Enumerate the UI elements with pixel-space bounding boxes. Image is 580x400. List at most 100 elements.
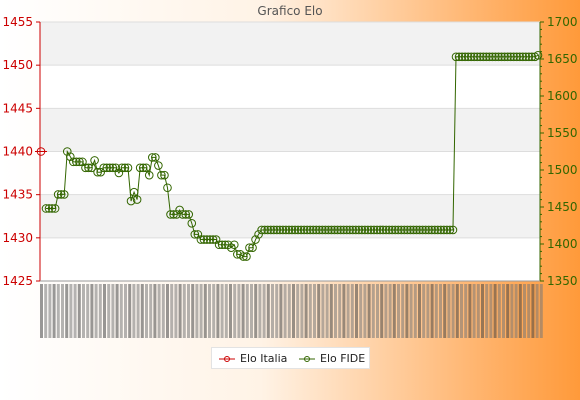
x-axis-tick-label: [460, 284, 463, 338]
data-point-elo-fide: [445, 225, 455, 235]
x-axis-tick-label: [468, 284, 472, 338]
data-point-elo-fide: [266, 225, 276, 235]
data-point-elo-fide: [327, 225, 336, 235]
data-point-elo-fide: [442, 225, 452, 235]
x-axis-tick-label: [233, 284, 237, 338]
x-axis-tick-label: [212, 284, 216, 338]
data-point-elo-fide: [421, 225, 430, 235]
data-point-elo-fide: [211, 235, 221, 244]
data-point-elo-fide: [299, 225, 309, 235]
x-axis-tick-label: [140, 284, 144, 338]
data-point-elo-fide: [351, 225, 361, 235]
x-axis-tick-label: [313, 284, 316, 338]
data-point-elo-fide: [87, 163, 96, 173]
x-axis-tick-label: [61, 284, 64, 338]
data-point-elo-fide: [214, 240, 224, 250]
x-axis-tick-label: [111, 284, 115, 338]
left-axis-tick-label: 1430: [2, 231, 33, 245]
x-axis-tick-label: [65, 284, 69, 338]
x-axis-tick-label: [94, 284, 98, 338]
legend-label-elo-italia: Elo Italia: [240, 352, 288, 365]
data-point-elo-fide: [527, 52, 537, 62]
x-axis-tick-label: [178, 284, 182, 338]
x-axis-tick-label: [409, 284, 413, 338]
x-axis-tick-label: [510, 284, 514, 338]
data-point-elo-fide: [160, 170, 169, 180]
data-point-elo-fide: [199, 235, 209, 244]
data-point-elo-fide: [65, 152, 75, 161]
x-axis-tick-label: [308, 284, 312, 338]
x-axis-tick-label: [275, 284, 279, 338]
data-point-elo-fide: [175, 205, 184, 215]
grid-band: [40, 194, 540, 238]
data-point-elo-fide: [56, 190, 66, 199]
left-axis-tick-label: 1425: [2, 274, 33, 288]
legend-item-elo-italia[interactable]: Elo Italia: [218, 352, 298, 366]
right-axis-tick-label: 1550: [547, 126, 578, 140]
data-point-elo-fide: [463, 52, 473, 62]
left-axis-tick-label: 1450: [2, 58, 33, 72]
x-axis-tick-label: [355, 284, 358, 338]
x-axis-tick-label: [317, 284, 321, 338]
data-point-elo-fide: [521, 52, 531, 62]
data-point-elo-fide: [518, 52, 528, 62]
data-point-elo-fide: [196, 235, 206, 244]
x-axis-tick-label: [476, 284, 480, 338]
data-point-elo-fide: [387, 225, 397, 235]
series-line-elo-fide: [46, 54, 539, 258]
data-point-elo-fide: [208, 235, 218, 244]
data-point-elo-fide: [50, 204, 60, 213]
data-point-elo-fide: [248, 243, 257, 252]
data-point-elo-fide: [144, 170, 154, 180]
data-point-elo-fide: [433, 225, 443, 235]
legend-swatch-elo-fide: [299, 356, 315, 362]
x-axis-tick-label: [241, 284, 245, 338]
x-axis-tick-label: [514, 284, 518, 338]
x-axis-tick-label: [145, 284, 148, 338]
left-axis-tick-label: 1445: [2, 101, 33, 115]
x-axis-tick-label: [258, 284, 262, 338]
data-point-elo-fide: [123, 163, 133, 173]
x-axis-tick-label: [346, 284, 350, 338]
data-point-elo-fide: [278, 225, 288, 235]
legend-item-elo-fide[interactable]: Elo FIDE: [298, 352, 368, 366]
data-point-elo-fide: [308, 225, 318, 235]
data-point-elo-fide: [485, 52, 494, 62]
x-axis-tick-label: [98, 284, 102, 338]
x-axis-tick-label: [439, 284, 442, 338]
right-axis-tick-label: 1700: [547, 15, 578, 29]
data-point-elo-fide: [102, 163, 112, 173]
x-axis-tick-label: [216, 284, 220, 338]
data-point-elo-fide: [418, 225, 427, 235]
data-point-elo-fide: [348, 225, 358, 235]
data-point-elo-fide: [151, 153, 160, 162]
right-axis-tick-label: 1350: [547, 274, 578, 288]
data-point-elo-fide: [126, 196, 136, 206]
legend-label-elo-fide: Elo FIDE: [320, 352, 366, 365]
data-point-elo-fide: [62, 147, 72, 156]
x-axis-tick-label: [422, 284, 426, 338]
data-point-elo-fide: [263, 225, 273, 235]
data-point-elo-fide: [400, 225, 409, 235]
x-axis-tick-label: [493, 284, 497, 338]
x-axis-tick-label: [523, 284, 526, 338]
data-point-elo-fide: [403, 225, 412, 235]
data-point-elo-fide: [72, 157, 81, 167]
data-point-elo-fide: [154, 161, 163, 170]
x-axis-tick-label: [266, 284, 270, 338]
data-point-elo-fide: [242, 252, 251, 261]
data-point-elo-fide: [451, 52, 461, 62]
x-axis-tick-label: [489, 284, 493, 338]
data-point-elo-fide: [460, 52, 470, 62]
data-point-elo-fide: [406, 225, 415, 235]
x-axis-tick-label: [170, 284, 174, 338]
x-axis-tick-label: [199, 284, 203, 338]
data-point-elo-fide: [205, 235, 215, 244]
x-axis-tick-label: [384, 284, 388, 338]
data-point-elo-fide: [169, 210, 178, 219]
data-point-elo-fide: [469, 52, 479, 62]
data-point-elo-fide: [302, 225, 312, 235]
x-axis-tick-label: [481, 284, 484, 338]
x-axis-tick-label: [363, 284, 367, 338]
data-point-elo-fide: [117, 163, 127, 173]
